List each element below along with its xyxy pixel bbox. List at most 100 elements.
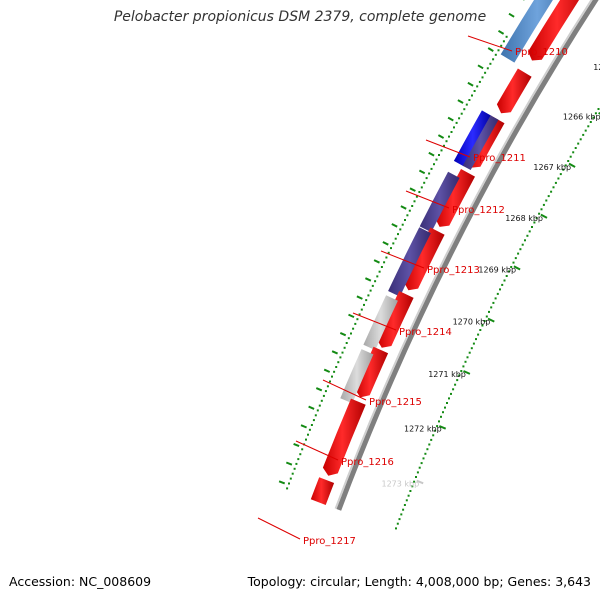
backbone-ring [336, 0, 599, 511]
gc-dash [339, 331, 347, 337]
gc-dot [473, 90, 476, 92]
gc-dot [462, 365, 465, 368]
gene-label: Ppro_1214 [399, 327, 452, 338]
gc-dot [426, 448, 429, 451]
gc-dot [352, 327, 355, 330]
gc-dot [594, 112, 597, 115]
gc-dot [554, 181, 557, 184]
gc-dot [519, 248, 522, 251]
gene-ppro-1217 [322, 398, 366, 476]
gc-dot [567, 160, 570, 162]
gc-dot [540, 208, 543, 211]
gc-dot [508, 270, 510, 273]
gc-dot [497, 49, 500, 52]
gc-dot [420, 462, 423, 465]
gc-dot [390, 247, 392, 250]
gc-dot [312, 419, 315, 422]
gc-dot [432, 434, 435, 437]
gc-dash [300, 424, 307, 429]
gc-dot [337, 361, 340, 364]
gc-dot [396, 522, 399, 525]
callout-line [467, 35, 513, 52]
gene-ppro-1216 [355, 346, 389, 398]
gc-dot [514, 257, 517, 260]
gc-dot [324, 390, 327, 393]
gc-dot [288, 482, 290, 485]
gc-dot [468, 99, 471, 101]
gene-ppro-1216b [340, 349, 374, 404]
gc-dot [308, 428, 311, 431]
gc-dot [547, 195, 550, 198]
gc-dot [408, 209, 411, 212]
gc-dot [307, 433, 309, 436]
gc-dot [481, 76, 484, 79]
gc-dot [476, 85, 479, 88]
gc-dot [503, 279, 506, 282]
gc-dot [371, 284, 374, 287]
gc-dot [569, 155, 572, 158]
gc-dot [445, 140, 448, 143]
gc-dot [339, 356, 342, 359]
kbp-label: 1273 kbp [381, 479, 419, 488]
kbp-label: 1270 kbp [453, 318, 491, 327]
kbp-tick [568, 162, 576, 168]
gc-dot [465, 103, 468, 106]
gc-dot [438, 154, 440, 156]
gc-dot [422, 457, 425, 460]
gc-dot [374, 280, 377, 283]
gc-dot [318, 404, 321, 407]
gc-dot [517, 252, 520, 255]
gc-dot [380, 266, 383, 268]
gene-label: Ppro_1217 [303, 536, 356, 547]
gc-dot [378, 270, 381, 273]
gc-dot [488, 310, 490, 313]
gc-dot [453, 126, 455, 129]
gc-dot [510, 266, 513, 268]
gene-ppro-1215b [363, 295, 398, 351]
gc-dot [397, 233, 399, 236]
gene-ppro-1210 [500, 0, 553, 63]
kbp-label: 1268 kbp [505, 214, 543, 223]
gc-dot [347, 337, 350, 340]
gc-dot [446, 402, 448, 404]
callout-line [295, 440, 339, 461]
gc-dot [468, 351, 471, 354]
gc-dot [418, 191, 421, 193]
gc-dot [475, 338, 477, 341]
gc-dot [387, 251, 390, 254]
gene-track [310, 0, 580, 505]
gc-dot [398, 518, 401, 521]
gene-ppro-1211 [496, 68, 532, 114]
gc-dot [440, 415, 442, 418]
gc-dot [434, 429, 437, 432]
gc-dot [494, 297, 497, 300]
gc-dot [496, 292, 499, 295]
gc-dot [444, 406, 446, 409]
gc-dot [385, 256, 388, 259]
gc-dot [395, 527, 397, 530]
gc-dot [403, 504, 406, 506]
gc-dot [463, 108, 466, 111]
gene-ppro-1212b [462, 115, 499, 170]
gc-dot [492, 301, 495, 304]
gene-label: Ppro_1210 [515, 47, 568, 58]
gc-dot [322, 394, 325, 397]
gc-dash [447, 116, 454, 122]
gc-dash [457, 99, 464, 104]
gc-dot [479, 329, 482, 331]
gc-dot [383, 261, 386, 264]
gc-dot [316, 409, 319, 412]
gc-dot [574, 147, 577, 149]
gc-dot [438, 420, 440, 423]
gc-dot [415, 476, 417, 478]
gc-dot [291, 472, 294, 475]
gene-label: Ppro_1211 [473, 153, 526, 164]
gc-dot [535, 217, 538, 220]
gc-dot [350, 332, 352, 335]
gc-dot [411, 205, 414, 207]
gc-dot [415, 195, 418, 198]
gc-dot [489, 62, 492, 65]
gc-dot [358, 313, 361, 316]
gc-dot [428, 172, 431, 175]
